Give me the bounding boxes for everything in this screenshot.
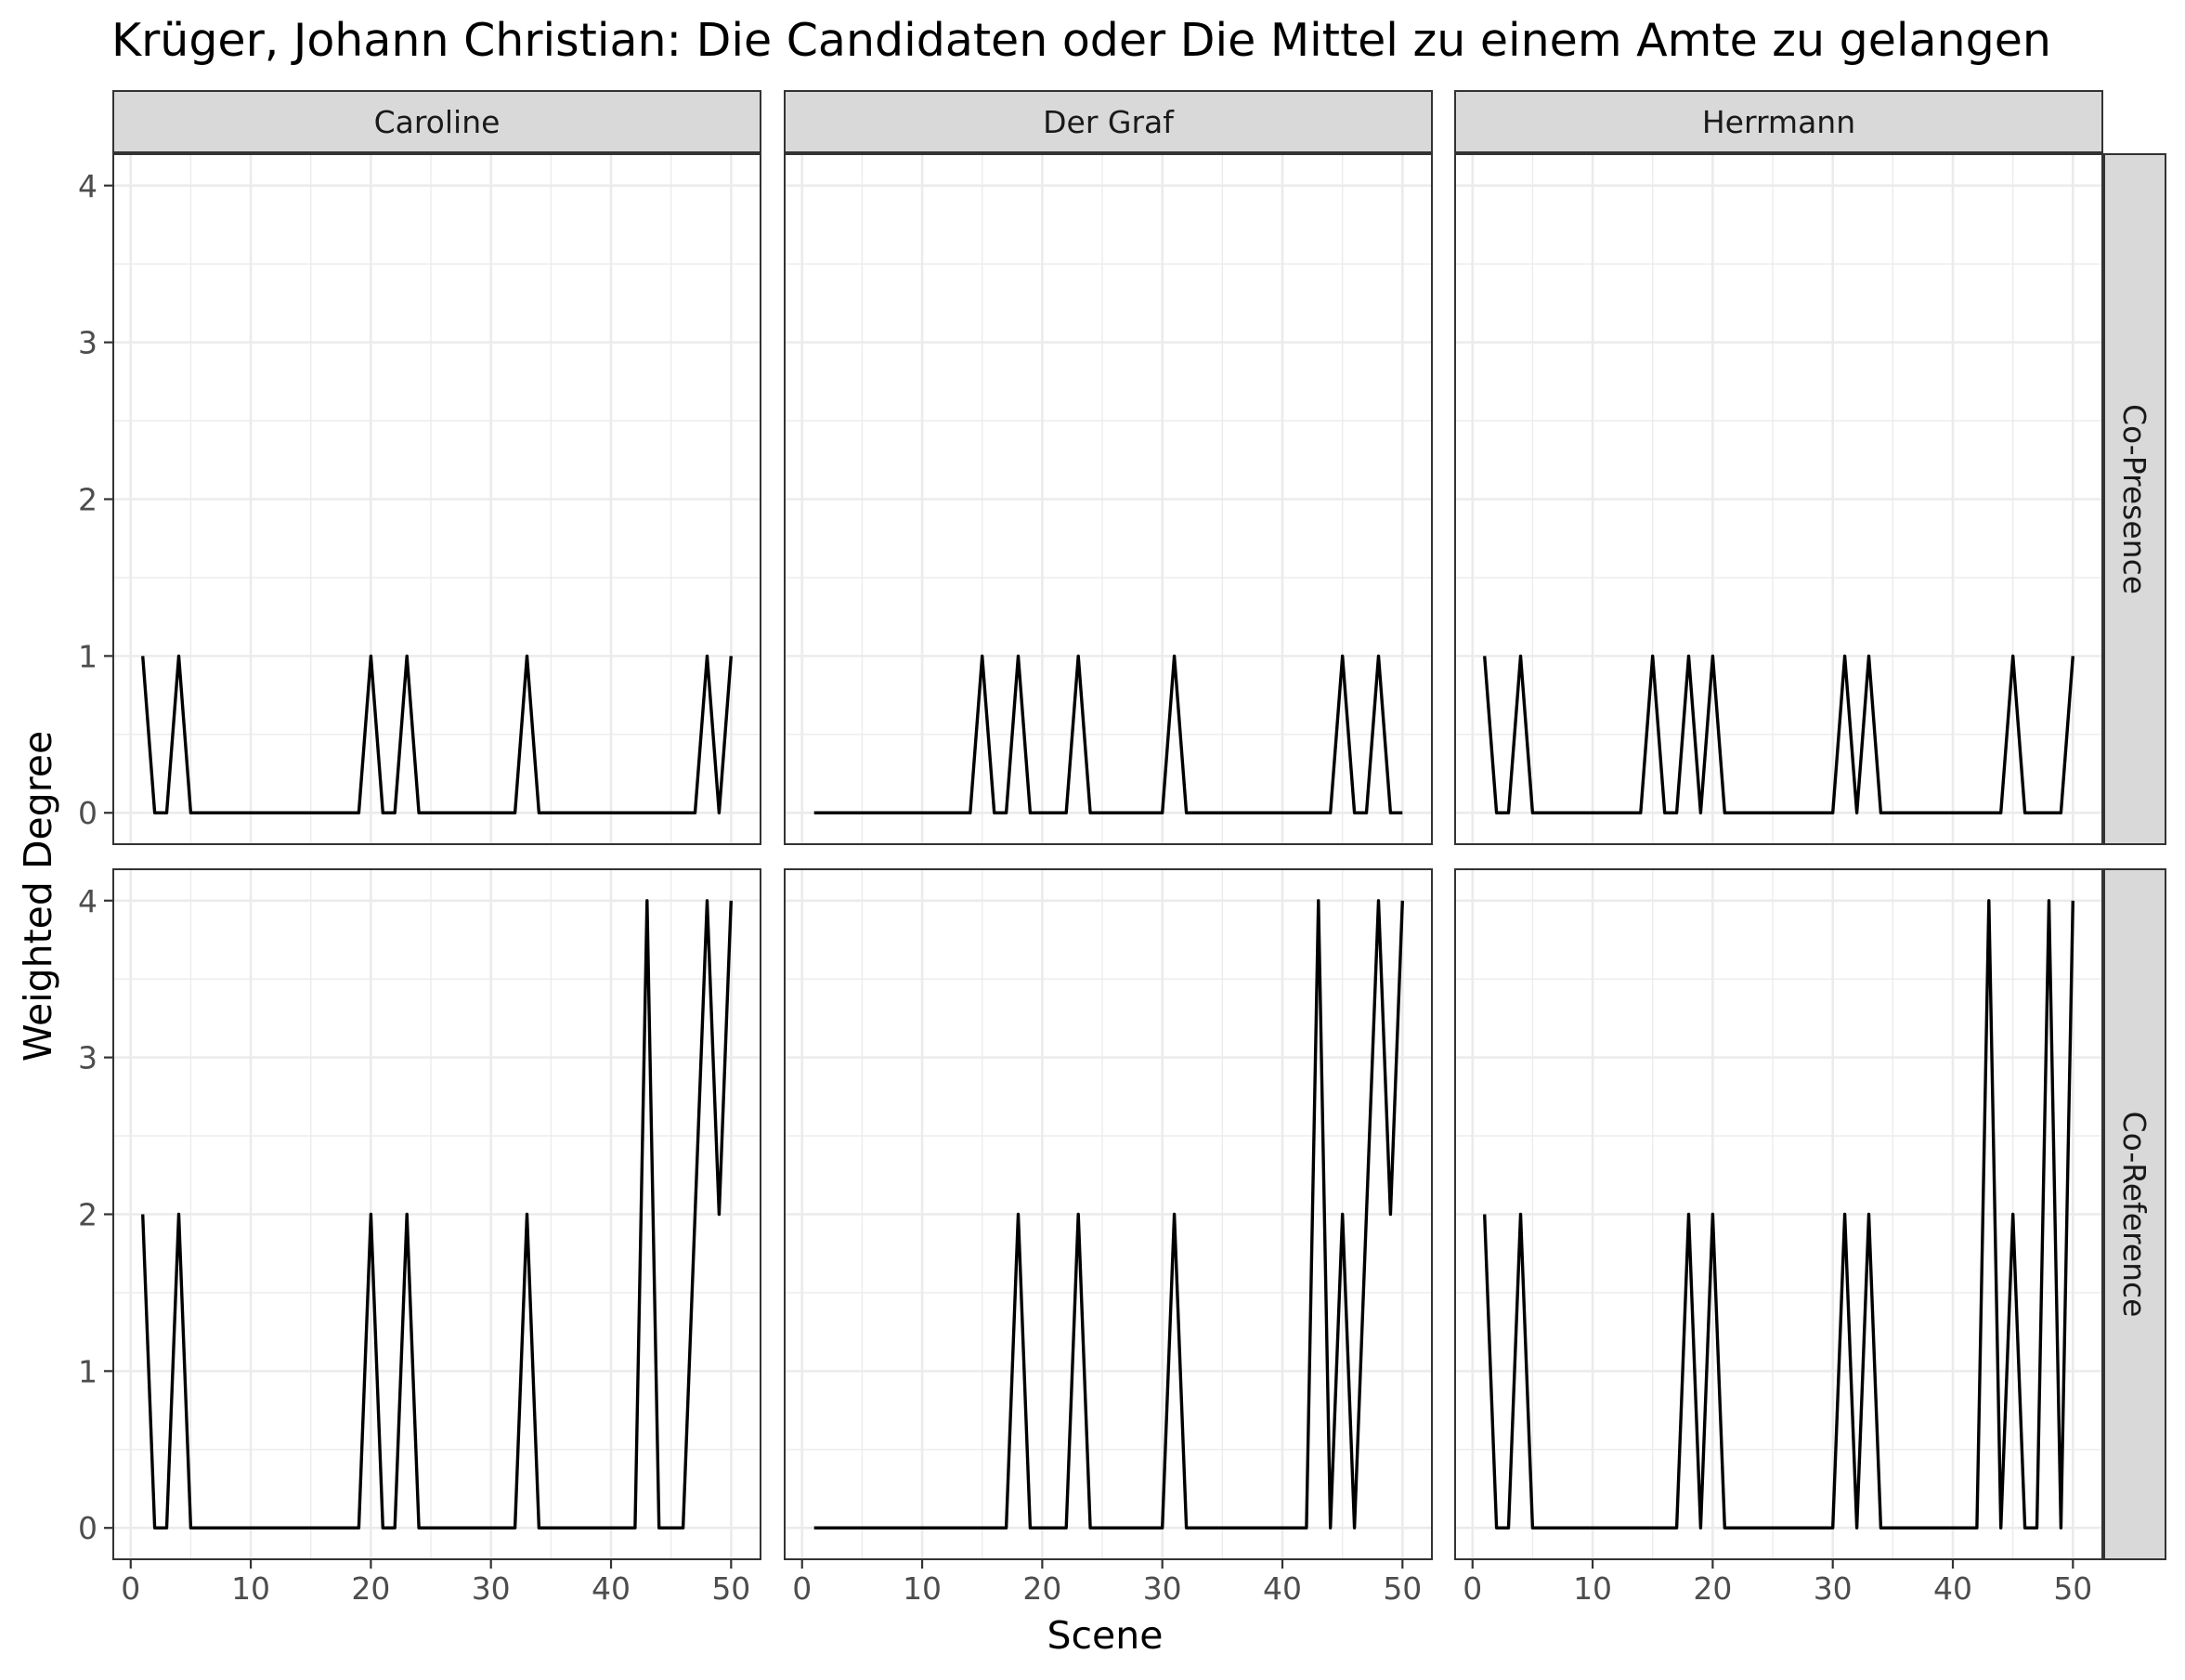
series-line xyxy=(1483,899,2074,1530)
column-strip-label: Caroline xyxy=(374,104,501,140)
x-tick-label: 10 xyxy=(231,1570,270,1607)
column-strip xyxy=(112,90,761,153)
panel-caroline-co-presence: 0 1 2 3 4 xyxy=(78,153,761,845)
x-tick-label: 30 xyxy=(1143,1570,1182,1607)
x-tick-label: 20 xyxy=(351,1570,390,1607)
x-tick-label: 20 xyxy=(1693,1570,1732,1607)
x-tick-label: 30 xyxy=(472,1570,511,1607)
x-tick-label: 30 xyxy=(1814,1570,1853,1607)
row-strip xyxy=(2103,868,2166,1560)
column-strip-label: Herrmann xyxy=(1702,104,1855,140)
panel-herrmann-co-reference: 0 10 20 30 40 50 xyxy=(1454,868,2103,1607)
y-tick-label: 0 xyxy=(78,1510,98,1546)
x-axis-title: Scene xyxy=(1047,1613,1163,1658)
y-tick-label: 1 xyxy=(78,638,98,674)
x-tick-label: 40 xyxy=(1933,1570,1972,1607)
x-tick-label: 0 xyxy=(121,1570,140,1607)
y-tick-label: 1 xyxy=(78,1353,98,1389)
panel-border xyxy=(1454,153,2103,845)
row-strip-label: Co-Presence xyxy=(2116,404,2152,594)
panel-border xyxy=(784,868,1433,1560)
y-tick-label: 4 xyxy=(78,168,98,204)
series-line xyxy=(813,654,1403,814)
series-line xyxy=(813,899,1404,1530)
column-strip xyxy=(784,90,1433,153)
y-tick-label: 3 xyxy=(78,1040,98,1076)
y-tick-label: 2 xyxy=(78,482,98,518)
x-tick-label: 10 xyxy=(1573,1570,1612,1607)
x-tick-label: 0 xyxy=(792,1570,812,1607)
y-tick-label: 2 xyxy=(78,1197,98,1233)
x-tick-label: 40 xyxy=(592,1570,631,1607)
column-strip-label: Der Graf xyxy=(1043,104,1175,140)
panel-der-graf-co-presence xyxy=(784,153,1433,845)
panel-der-graf-co-reference: 0 10 20 30 40 50 xyxy=(784,868,1433,1607)
y-tick-label: 0 xyxy=(78,795,98,831)
y-tick-label: 4 xyxy=(78,883,98,919)
panel-border xyxy=(1454,868,2103,1560)
x-tick-label: 10 xyxy=(903,1570,942,1607)
x-tick-label: 50 xyxy=(711,1570,750,1607)
column-strip xyxy=(1454,90,2103,153)
y-axis-title: Weighted Degree xyxy=(16,731,60,1061)
row-strip xyxy=(2103,153,2166,845)
panel-herrmann-co-presence xyxy=(1454,153,2103,845)
series-line xyxy=(141,654,733,814)
chart-title: Krüger, Johann Christian: Die Candidaten… xyxy=(111,14,2051,67)
series-line xyxy=(141,899,733,1530)
x-tick-label: 50 xyxy=(1383,1570,1422,1607)
x-tick-label: 40 xyxy=(1263,1570,1302,1607)
x-tick-label: 20 xyxy=(1022,1570,1061,1607)
panel-border xyxy=(784,153,1433,845)
series-line xyxy=(1483,654,2074,814)
x-tick-label: 0 xyxy=(1463,1570,1482,1607)
row-strip-label: Co-Reference xyxy=(2116,1112,2152,1318)
y-tick-label: 3 xyxy=(78,325,98,361)
x-tick-label: 50 xyxy=(2053,1570,2092,1607)
